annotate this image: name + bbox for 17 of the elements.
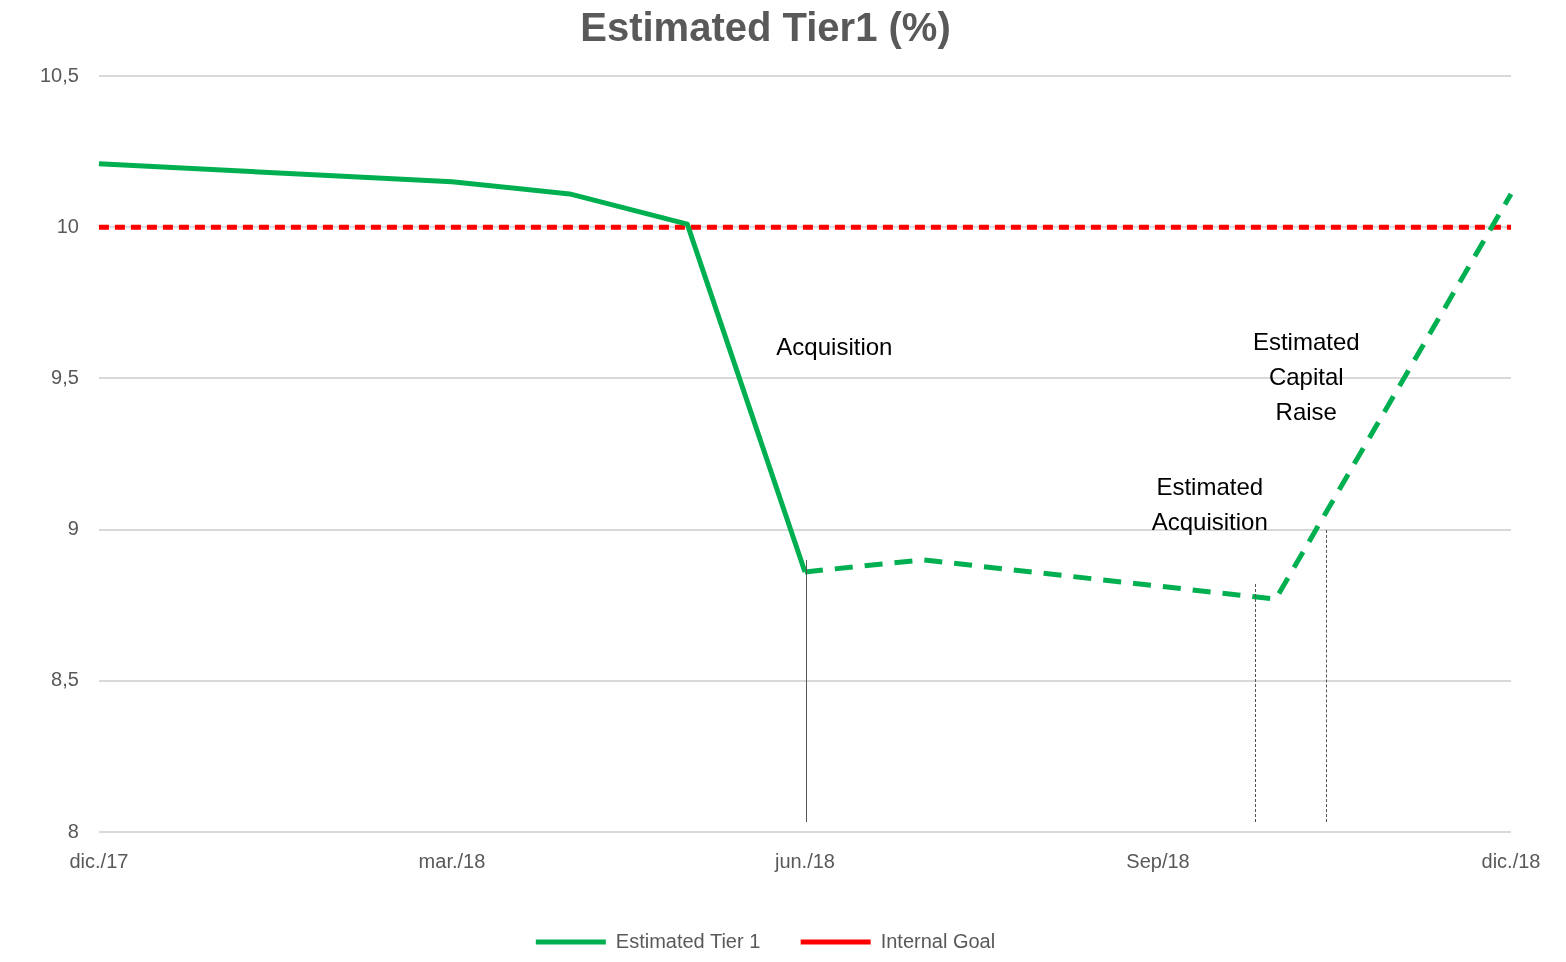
chart-title: Estimated Tier1 (%) xyxy=(580,5,951,50)
legend-label: Internal Goal xyxy=(880,929,996,952)
annotation: Acquisition xyxy=(776,332,893,360)
x-tick-label: mar./18 xyxy=(418,849,486,872)
y-tick-label: 9,5 xyxy=(51,365,79,388)
y-tick-label: 8 xyxy=(67,819,79,842)
y-tick-label: 8,5 xyxy=(51,668,79,691)
y-tick-label: 10 xyxy=(56,214,79,237)
y-tick-label: 10,5 xyxy=(39,63,79,86)
x-tick-label: dic./17 xyxy=(69,849,129,872)
annotation: Estimated Acquisition xyxy=(1151,472,1268,535)
x-tick-label: jun./18 xyxy=(773,849,835,872)
annotation: Estimated Capital Raise xyxy=(1252,328,1360,426)
x-tick-label: dic./18 xyxy=(1481,849,1541,872)
legend-label: Estimated Tier 1 xyxy=(615,929,761,952)
x-tick-label: Sep/18 xyxy=(1126,849,1190,872)
y-tick-label: 9 xyxy=(67,517,79,540)
